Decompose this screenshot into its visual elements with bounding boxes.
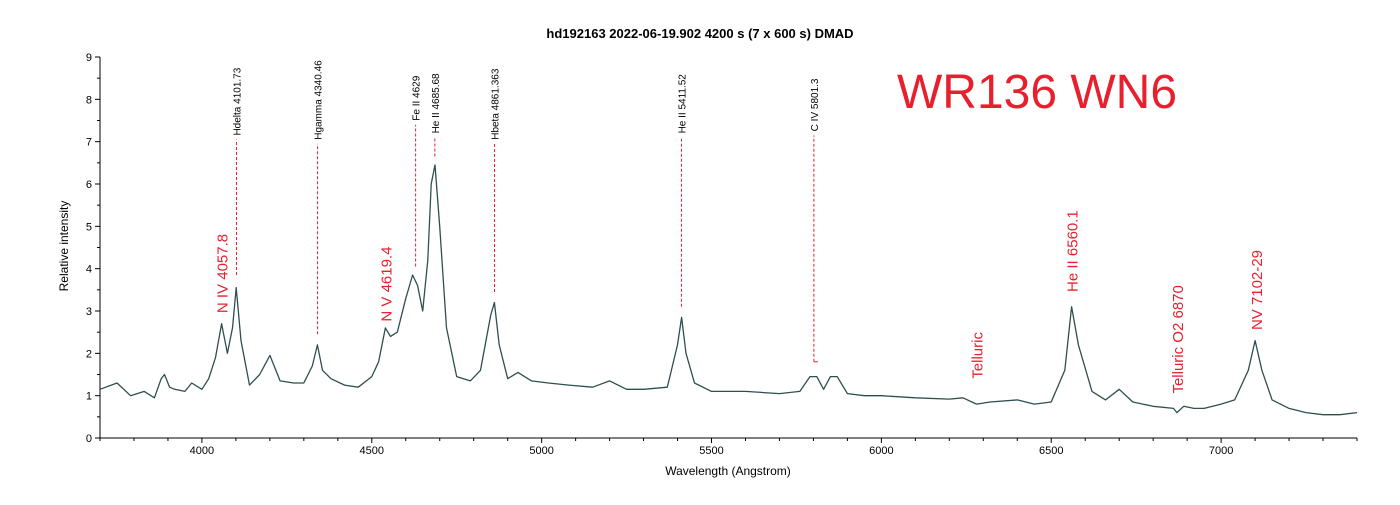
annotation-label: Telluric: [970, 332, 987, 379]
line-id-label: Hbeta 4861.363: [491, 68, 502, 140]
line-id-label: Hdelta 4101.73: [232, 67, 243, 135]
y-tick-label: 7: [86, 137, 92, 149]
x-tick-label: 6000: [869, 445, 893, 457]
line-id-label: He II 5411.52: [677, 74, 688, 134]
y-tick-label: 2: [86, 348, 92, 360]
star-label: WR136 WN6: [897, 66, 1177, 119]
line-id-label: Hgamma 4340.46: [314, 60, 325, 140]
annotation-label: N V 4619.4: [378, 247, 395, 322]
annotation-label: He II 6560.1: [1065, 210, 1082, 292]
line-id-label: Fe II 4629: [412, 75, 423, 120]
y-tick-label: 3: [86, 306, 92, 318]
line-id-label: C IV 5801.3: [810, 78, 821, 131]
annotation-label: Telluric O2 6870: [1170, 285, 1187, 393]
annotations: N IV 4057.8 N V 4619.4 Telluric He II 6560.…: [215, 210, 1266, 393]
y-tick-label: 9: [86, 52, 92, 64]
spectrum-line: [99, 164, 1358, 416]
y-tick-label: 8: [86, 94, 92, 106]
x-tick-label: 5000: [529, 445, 553, 457]
axes: 0 1 2 3 4 5 6 7 8 9 4000 4500 5000 5500 6000 6500 7000: [86, 52, 1358, 457]
x-tick-label: 6500: [1039, 445, 1063, 457]
y-tick-label: 0: [86, 433, 92, 445]
annotation-label: NV 7102-29: [1249, 250, 1266, 330]
x-tick-label: 5500: [699, 445, 723, 457]
line-id-label: He II 4685.68: [431, 73, 442, 133]
y-tick-label: 4: [86, 264, 92, 276]
y-tick-label: 1: [86, 391, 92, 403]
chart-title: hd192163 2022-06-19.902 4200 s (7 x 600 …: [546, 26, 853, 41]
line-identifications: Hdelta 4101.73 Hgamma 4340.46 Fe II 4629 He…: [232, 60, 821, 363]
x-tick-label: 7000: [1209, 445, 1233, 457]
spectrum-series: [99, 164, 1358, 416]
y-tick-label: 5: [86, 221, 92, 233]
annotation-label: N IV 4057.8: [215, 234, 232, 313]
x-axis-label: Wavelength (Angstrom): [665, 464, 791, 478]
x-tick-label: 4500: [360, 445, 384, 457]
y-tick-label: 6: [86, 179, 92, 191]
x-tick-label: 4000: [190, 445, 214, 457]
y-axis-label: Relative intensity: [57, 201, 71, 292]
